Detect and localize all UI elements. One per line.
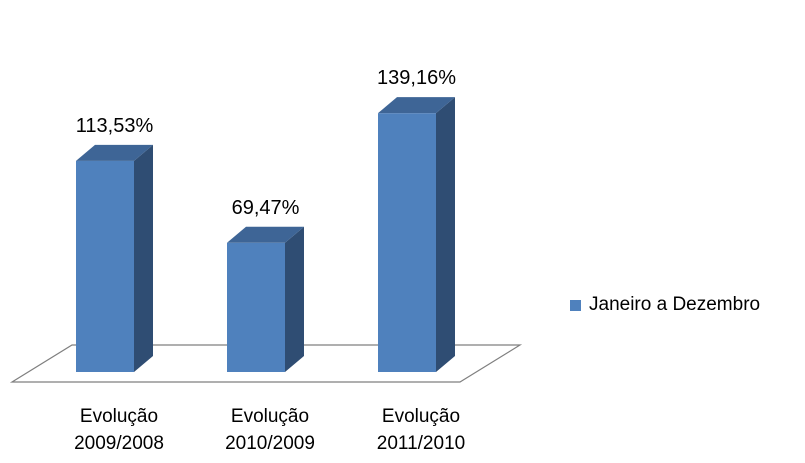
data-label: 69,47% [232,197,300,219]
bar [227,226,304,372]
category-label: 2010/2009 [225,433,315,454]
bar-front [76,160,134,372]
bar-side [134,144,153,372]
bar-top [227,226,304,243]
legend: Janeiro a Dezembro [570,294,760,316]
bar-front [378,113,436,372]
bar-top [76,144,153,161]
bar-side [285,226,304,372]
bar-front [227,242,285,372]
bar-top [378,97,455,114]
category-label: Evolução [80,406,158,427]
data-label: 113,53% [76,115,154,137]
bar [378,97,455,372]
data-label: 139,16% [377,67,456,89]
bar [76,144,153,372]
legend-swatch [570,299,581,311]
legend-label: Janeiro a Dezembro [589,294,761,315]
bar-side [436,97,455,372]
category-label: 2011/2010 [377,433,465,454]
category-label: Evolução [231,406,309,427]
category-label: 2009/2008 [74,433,164,454]
category-label: Evolução [382,406,460,427]
